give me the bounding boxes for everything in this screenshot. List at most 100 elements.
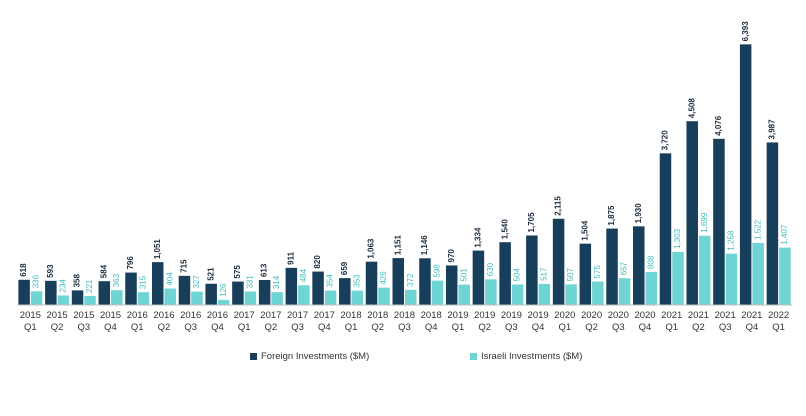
x-tick-quarter-2: Q3 <box>77 322 90 333</box>
x-tick-year-19: 2019 <box>528 310 549 321</box>
bar-foreign-9 <box>258 280 271 305</box>
data-label-israeli-2: 221 <box>85 279 94 293</box>
legend-item-israeli: Israeli Investments ($M) <box>470 351 582 362</box>
data-label-foreign-14: 1,151 <box>393 234 402 255</box>
bar-foreign-5 <box>151 262 164 305</box>
bar-israeli-7 <box>217 299 230 305</box>
data-label-foreign-24: 3,720 <box>661 130 670 151</box>
data-label-israeli-4: 315 <box>139 275 148 289</box>
legend: Foreign Investments ($M) Israeli Investm… <box>0 351 806 367</box>
data-label-israeli-12: 353 <box>352 274 361 288</box>
x-tick-quarter-24: Q1 <box>665 322 678 333</box>
bar-israeli-14 <box>405 289 417 305</box>
data-label-foreign-16: 970 <box>447 249 456 263</box>
bar-israeli-12 <box>351 290 364 305</box>
data-label-foreign-9: 613 <box>260 263 269 277</box>
x-tick-year-22: 2020 <box>608 310 629 321</box>
x-tick-year-0: 2015 <box>20 310 41 321</box>
bar-israeli-18 <box>511 284 524 305</box>
data-label-israeli-25: 1,699 <box>700 212 709 233</box>
bar-israeli-1 <box>57 295 70 305</box>
data-label-foreign-7: 521 <box>206 267 215 281</box>
data-label-israeli-19: 517 <box>539 267 548 281</box>
bar-israeli-3 <box>111 290 123 305</box>
bar-foreign-15 <box>419 258 431 305</box>
data-label-foreign-20: 2,115 <box>554 196 563 216</box>
bar-israeli-5 <box>164 288 176 305</box>
x-tick-year-25: 2021 <box>688 310 709 321</box>
bar-foreign-7 <box>205 283 217 305</box>
data-label-israeli-0: 336 <box>32 274 41 288</box>
x-tick-year-26: 2021 <box>715 310 736 321</box>
x-tick-year-6: 2016 <box>180 310 201 321</box>
bar-israeli-4 <box>137 292 150 305</box>
x-tick-quarter-21: Q2 <box>585 322 598 333</box>
x-tick-year-13: 2018 <box>367 310 388 321</box>
x-tick-year-4: 2016 <box>127 310 148 321</box>
bar-israeli-13 <box>378 287 390 305</box>
bar-foreign-13 <box>365 261 378 305</box>
x-tick-year-11: 2017 <box>314 310 335 321</box>
x-tick-year-12: 2018 <box>340 310 361 321</box>
x-tick-quarter-8: Q1 <box>238 322 251 333</box>
bar-foreign-11 <box>312 271 324 305</box>
data-label-foreign-10: 911 <box>286 251 295 264</box>
bar-foreign-20 <box>552 218 565 305</box>
data-label-foreign-8: 575 <box>233 265 242 279</box>
data-label-foreign-11: 820 <box>313 255 322 269</box>
legend-swatch-foreign <box>250 353 257 360</box>
x-tick-year-3: 2015 <box>100 310 121 321</box>
bar-israeli-0 <box>30 291 43 305</box>
x-tick-quarter-20: Q1 <box>558 322 571 333</box>
data-label-israeli-13: 426 <box>379 271 388 285</box>
bar-foreign-14 <box>392 258 404 305</box>
bar-foreign-18 <box>499 242 511 305</box>
bar-israeli-20 <box>565 284 577 305</box>
x-tick-quarter-22: Q3 <box>612 322 625 333</box>
data-label-israeli-24: 1,303 <box>673 228 682 249</box>
data-label-israeli-27: 1,522 <box>753 219 762 240</box>
bar-foreign-10 <box>285 267 298 305</box>
bar-foreign-4 <box>125 272 137 305</box>
x-tick-year-23: 2020 <box>634 310 655 321</box>
data-label-israeli-9: 314 <box>272 275 281 289</box>
data-label-israeli-6: 327 <box>192 275 201 289</box>
x-tick-year-21: 2020 <box>581 310 602 321</box>
data-label-israeli-28: 1,407 <box>780 224 789 245</box>
data-label-israeli-8: 331 <box>246 275 255 289</box>
legend-label-israeli: Israeli Investments ($M) <box>481 351 583 362</box>
data-label-foreign-25: 4,508 <box>687 98 696 119</box>
bar-foreign-0 <box>18 279 30 305</box>
bar-israeli-9 <box>271 292 283 305</box>
bar-foreign-12 <box>339 278 351 305</box>
bar-foreign-24 <box>659 153 672 305</box>
x-tick-year-16: 2019 <box>447 310 468 321</box>
bar-israeli-21 <box>592 281 604 305</box>
x-tick-year-9: 2017 <box>260 310 281 321</box>
bar-foreign-17 <box>472 250 485 305</box>
data-label-foreign-13: 1,063 <box>367 238 376 259</box>
x-tick-year-14: 2018 <box>394 310 415 321</box>
data-label-israeli-21: 575 <box>593 265 602 279</box>
data-label-israeli-5: 404 <box>165 272 174 286</box>
data-label-israeli-16: 501 <box>459 268 468 282</box>
x-tick-year-24: 2021 <box>661 310 682 321</box>
x-tick-quarter-16: Q1 <box>452 322 465 333</box>
data-label-foreign-27: 6,393 <box>741 21 750 42</box>
bar-israeli-15 <box>431 280 444 305</box>
bar-israeli-2 <box>84 295 96 305</box>
data-label-foreign-0: 618 <box>19 263 28 277</box>
data-label-israeli-10: 484 <box>299 268 308 282</box>
bar-israeli-27 <box>752 242 764 305</box>
x-tick-quarter-14: Q3 <box>398 322 411 333</box>
x-tick-quarter-17: Q2 <box>478 322 491 333</box>
x-tick-year-5: 2016 <box>153 310 174 321</box>
bar-israeli-28 <box>779 247 791 305</box>
x-tick-quarter-6: Q3 <box>184 322 197 333</box>
bar-foreign-28 <box>766 142 779 305</box>
x-tick-year-7: 2016 <box>207 310 228 321</box>
data-label-foreign-1: 593 <box>46 264 55 278</box>
bar-foreign-2 <box>71 290 84 305</box>
bar-israeli-24 <box>672 251 684 305</box>
